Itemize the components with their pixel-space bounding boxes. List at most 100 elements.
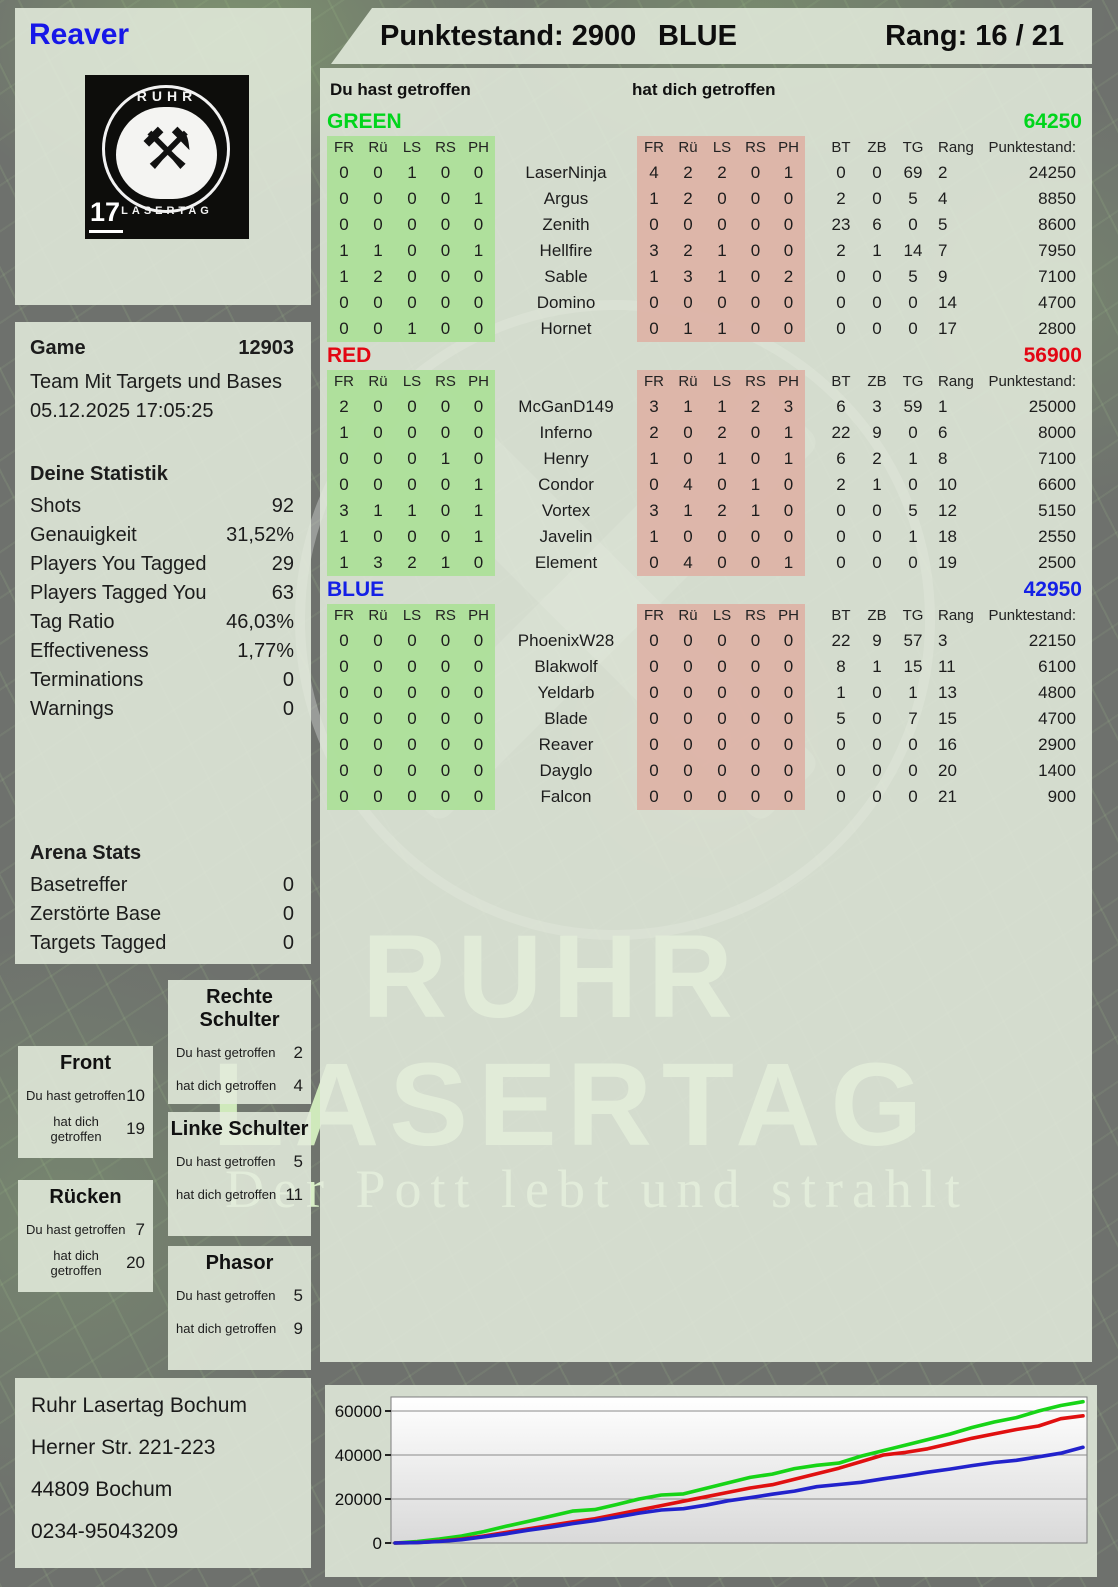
hit-you-count: 2 (671, 160, 705, 186)
col-header: Rang (938, 607, 974, 624)
col-header: Punktestand: (988, 607, 1076, 624)
player-row: 1 1 0 0 1 Hellfire 3 2 1 0 0 2 1 14 7 7950 (327, 238, 1082, 264)
col-header: PH (462, 136, 495, 160)
you-hit-count: 0 (429, 212, 462, 238)
rank-value: 14 (938, 293, 957, 312)
player-name: Sable (544, 267, 588, 286)
you-hit-count: 0 (361, 706, 395, 732)
body-part-title: Phasor (205, 1252, 274, 1274)
player-name-title: Reaver (29, 18, 130, 51)
you-hit-count: 0 (395, 186, 429, 212)
player-row: 0 0 0 0 0 Domino 0 0 0 0 0 0 0 0 14 4700 (327, 290, 1082, 316)
stat-value: 0 (282, 903, 294, 925)
tg-value: 1 (908, 449, 918, 468)
you-hit-count: 0 (395, 212, 429, 238)
rank-value: 17 (938, 319, 957, 338)
you-hit-value: 5 (293, 1151, 303, 1171)
stat-row: Targets Tagged 0 (30, 929, 294, 958)
stat-label: Players Tagged You (30, 582, 207, 604)
player-row: 0 0 0 0 1 Argus 1 2 0 0 0 2 0 5 4 8850 (327, 186, 1082, 212)
venue-name: Ruhr Lasertag Bochum (31, 1394, 247, 1417)
hit-you-count: 0 (705, 290, 739, 316)
you-hit-count: 1 (429, 550, 462, 576)
hit-you-count: 0 (739, 238, 772, 264)
col-header: Rü (361, 136, 395, 160)
hit-you-count: 0 (705, 758, 739, 784)
col-header: PH (462, 604, 495, 628)
player-row: 1 2 0 0 0 Sable 1 3 1 0 2 0 0 5 9 7100 (327, 264, 1082, 290)
zb-value: 0 (872, 709, 882, 728)
tg-value: 5 (908, 267, 918, 286)
hit-you-value: 4 (293, 1075, 303, 1095)
points-value: 2800 (1038, 319, 1076, 338)
you-hit-count: 0 (395, 394, 429, 420)
player-name: McGanD149 (518, 397, 614, 416)
game-label: Game (30, 337, 86, 359)
you-hit-count: 0 (395, 446, 429, 472)
bt-value: 22 (831, 423, 851, 442)
you-hit-count: 0 (361, 524, 395, 550)
you-hit-count: 1 (462, 524, 495, 550)
you-hit-count: 0 (395, 524, 429, 550)
stat-value: 0 (282, 698, 294, 720)
you-hit-count: 1 (395, 160, 429, 186)
you-hit-value: 7 (135, 1219, 145, 1239)
you-hit-count: 0 (361, 732, 395, 758)
player-row: 0 0 0 0 0 Falcon 0 0 0 0 0 0 0 0 21 900 (327, 784, 1082, 810)
you-hit-count: 0 (361, 680, 395, 706)
hit-you-count: 1 (637, 186, 671, 212)
you-hit-header: Du hast getroffen (330, 80, 471, 99)
rank-value: 6 (938, 423, 948, 442)
you-hit-count: 0 (361, 186, 395, 212)
hit-you-count: 0 (772, 212, 805, 238)
tg-value: 69 (903, 163, 923, 182)
team-section: BLUE 42950 FR Rü LS RS PH FR Rü LS RS PH BT ZB TG Rang P… (327, 576, 1082, 810)
panel-ruecken: Rücken Du hast getroffen 7 hat dich getro… (18, 1180, 153, 1292)
you-hit-count: 0 (462, 160, 495, 186)
points-label: Punktestand: 2900 (380, 19, 637, 52)
you-hit-count: 0 (395, 264, 429, 290)
rank-value: 12 (938, 501, 957, 520)
you-hit-count: 0 (429, 628, 462, 654)
you-hit-count: 0 (327, 758, 361, 784)
tg-value: 0 (908, 215, 918, 234)
points-value: 6100 (1038, 657, 1076, 676)
player-row: 1 0 0 0 0 Inferno 2 0 2 0 1 22 9 0 6 8000 (327, 420, 1082, 446)
hit-you-label: hat dich getroffen (50, 1247, 102, 1278)
hit-you-count: 3 (671, 264, 705, 290)
col-header: PH (772, 370, 805, 394)
rank-value: 20 (938, 761, 957, 780)
you-hit-count: 0 (462, 784, 495, 810)
you-hit-count: 0 (429, 420, 462, 446)
hit-you-count: 0 (637, 290, 671, 316)
col-header: LS (395, 370, 429, 394)
player-name: LaserNinja (525, 163, 607, 182)
zb-value: 0 (872, 553, 882, 572)
rank-value: 15 (938, 709, 957, 728)
you-hit-count: 3 (327, 498, 361, 524)
you-hit-count: 1 (462, 472, 495, 498)
hit-you-count: 1 (671, 394, 705, 420)
col-header: RS (739, 370, 772, 394)
player-row: 0 0 0 0 1 Condor 0 4 0 1 0 2 1 0 10 6600 (327, 472, 1082, 498)
bt-value: 2 (836, 189, 846, 208)
col-header: RS (429, 136, 462, 160)
player-name: Vortex (541, 501, 591, 520)
stat-value: 0 (282, 669, 294, 691)
you-hit-count: 2 (395, 550, 429, 576)
you-hit-count: 0 (429, 472, 462, 498)
stat-row: Shots 92 (30, 492, 294, 521)
team-total: 64250 (1023, 110, 1082, 133)
hit-you-count: 1 (671, 498, 705, 524)
stat-label: Warnings (30, 698, 114, 720)
col-header: Rang (938, 373, 974, 390)
hit-you-count: 0 (705, 654, 739, 680)
hit-you-count: 0 (705, 706, 739, 732)
you-hit-count: 0 (327, 446, 361, 472)
points-value: 4700 (1038, 709, 1076, 728)
player-row: 0 0 0 0 0 Reaver 0 0 0 0 0 0 0 0 16 2900 (327, 732, 1082, 758)
hit-you-count: 0 (772, 680, 805, 706)
tg-value: 0 (908, 553, 918, 572)
player-row: 3 1 1 0 1 Vortex 3 1 2 1 0 0 0 5 12 5150 (327, 498, 1082, 524)
stat-value: 63 (271, 582, 294, 604)
